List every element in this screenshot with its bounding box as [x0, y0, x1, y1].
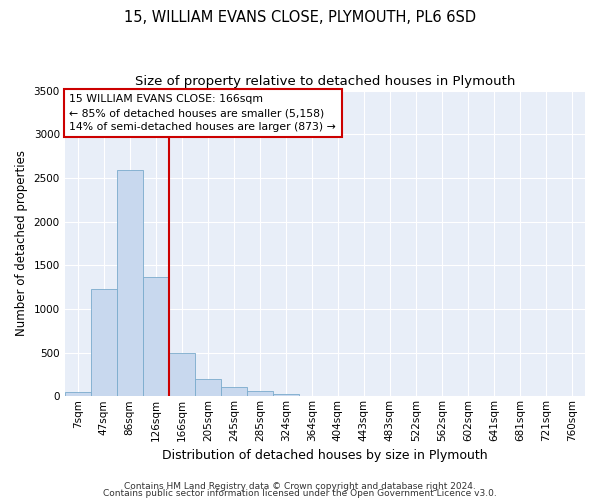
Text: 15, WILLIAM EVANS CLOSE, PLYMOUTH, PL6 6SD: 15, WILLIAM EVANS CLOSE, PLYMOUTH, PL6 6…	[124, 10, 476, 25]
Text: Contains HM Land Registry data © Crown copyright and database right 2024.: Contains HM Land Registry data © Crown c…	[124, 482, 476, 491]
Bar	[247, 392, 273, 396]
Text: 15 WILLIAM EVANS CLOSE: 166sqm
← 85% of detached houses are smaller (5,158)
14% : 15 WILLIAM EVANS CLOSE: 166sqm ← 85% of …	[70, 94, 336, 132]
Y-axis label: Number of detached properties: Number of detached properties	[15, 150, 28, 336]
Bar	[143, 278, 169, 396]
Bar	[169, 354, 195, 397]
Title: Size of property relative to detached houses in Plymouth: Size of property relative to detached ho…	[134, 75, 515, 88]
X-axis label: Distribution of detached houses by size in Plymouth: Distribution of detached houses by size …	[162, 450, 488, 462]
Text: Contains public sector information licensed under the Open Government Licence v3: Contains public sector information licen…	[103, 488, 497, 498]
Bar	[117, 170, 143, 396]
Bar	[273, 394, 299, 396]
Bar	[221, 386, 247, 396]
Bar	[195, 379, 221, 396]
Bar	[65, 392, 91, 396]
Bar	[91, 289, 117, 397]
